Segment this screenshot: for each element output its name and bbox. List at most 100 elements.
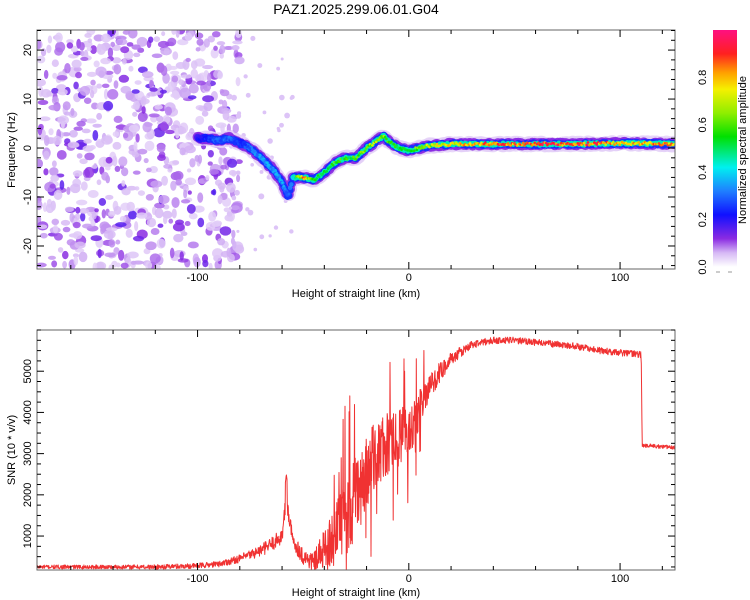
ridge-cell — [520, 143, 524, 147]
colorbar-tick-label: 0.2 — [697, 212, 709, 227]
noise-blob — [96, 83, 103, 89]
noise-blob — [56, 149, 67, 160]
noise-blob — [110, 41, 116, 48]
noise-blob — [156, 144, 166, 153]
figure-title: PAZ1.2025.299.06.01.G04 — [273, 1, 439, 17]
noise-blob — [212, 248, 224, 259]
noise-blob — [62, 250, 69, 260]
noise-blob — [37, 39, 42, 50]
noise-blob — [47, 255, 56, 260]
noise-blob — [82, 223, 93, 229]
noise-blob — [67, 141, 80, 149]
snr-plot: -100 0 100 1000 2000 3000 4000 5000 Height of s… — [6, 329, 676, 599]
noise-blob — [96, 179, 102, 186]
noise-blob — [133, 100, 141, 111]
noise-blob — [80, 56, 89, 61]
noise-blob — [196, 38, 204, 46]
ridge-cell — [377, 138, 381, 141]
ridge-cell — [390, 140, 393, 144]
ridge-cell — [509, 144, 512, 147]
spectrogram-xlabel: Height of straight line (km) — [292, 288, 420, 300]
noise-blob — [140, 96, 147, 107]
noise-blob — [135, 133, 140, 143]
noise-blob — [92, 262, 98, 269]
noise-blob — [108, 239, 116, 248]
y-tick-label: 3000 — [22, 441, 34, 465]
noise-blob — [94, 208, 99, 213]
noise-blob — [52, 135, 62, 146]
noise-blob — [54, 32, 63, 43]
noise-blob — [115, 38, 128, 46]
x-tick-label: -100 — [187, 272, 209, 284]
noise-blob — [151, 53, 163, 59]
noise-blob — [39, 116, 51, 122]
noise-blob — [40, 232, 48, 239]
noise-blob — [175, 179, 182, 186]
noise-blob — [225, 182, 236, 193]
y-tick-label: 4000 — [22, 400, 34, 424]
noise-blob — [219, 147, 228, 156]
noise-blob — [40, 48, 47, 57]
noise-blob — [253, 247, 258, 252]
colorbar-label: Normalized spectral amplitude — [737, 76, 749, 224]
noise-blob — [72, 221, 81, 229]
ridge-cell — [283, 187, 287, 191]
noise-blob — [149, 87, 158, 92]
noise-blob — [196, 80, 206, 86]
noise-blob — [101, 135, 113, 145]
noise-blob — [120, 167, 129, 177]
noise-blob — [56, 75, 68, 81]
noise-blob — [128, 124, 139, 133]
noise-blob — [37, 262, 47, 268]
noise-blob — [245, 207, 250, 212]
noise-blob — [79, 85, 91, 96]
noise-blob — [90, 45, 98, 55]
noise-blob — [149, 253, 161, 264]
noise-blob — [69, 129, 78, 138]
noise-blob — [121, 188, 131, 196]
ridge-cell — [278, 177, 282, 181]
noise-blob — [69, 212, 75, 223]
ridge-cell — [604, 143, 608, 146]
noise-blob — [245, 92, 251, 98]
noise-blob — [72, 253, 80, 258]
ridge-cell — [617, 141, 620, 145]
noise-blob — [66, 39, 74, 44]
noise-blob — [75, 206, 81, 214]
noise-blob — [164, 129, 175, 135]
ridge-cell — [560, 141, 563, 145]
ridge-cell — [371, 144, 374, 147]
noise-blob — [62, 226, 71, 233]
ridge-cell — [629, 143, 633, 147]
noise-blob — [235, 113, 242, 119]
noise-blob — [70, 45, 78, 53]
ridge-cell — [392, 143, 396, 146]
noise-blob — [118, 74, 130, 83]
noise-blob — [232, 123, 239, 134]
noise-blob — [205, 221, 216, 231]
ridge-cell — [239, 141, 242, 144]
noise-blob — [96, 112, 103, 120]
noise-blob — [217, 237, 226, 246]
ridge-cell — [355, 155, 359, 159]
noise-blob — [145, 194, 154, 201]
noise-blob — [43, 135, 50, 146]
noise-blob — [64, 206, 75, 213]
noise-blob — [80, 181, 88, 191]
noise-blob — [220, 164, 228, 170]
noise-blob — [218, 99, 224, 105]
noise-blob — [71, 59, 82, 68]
noise-blob — [193, 205, 205, 213]
noise-blob — [103, 100, 114, 111]
noise-blob — [184, 32, 193, 41]
noise-blob — [195, 115, 205, 125]
noise-blob — [164, 106, 173, 116]
noise-blob — [74, 241, 86, 249]
noise-blob — [74, 248, 85, 253]
noise-blob — [167, 167, 173, 173]
noise-blob — [143, 248, 151, 255]
ridge-cell — [284, 190, 288, 194]
noise-blob — [157, 154, 166, 161]
noise-blob — [259, 234, 265, 240]
colorbar-tick-label: 0.8 — [697, 70, 709, 85]
